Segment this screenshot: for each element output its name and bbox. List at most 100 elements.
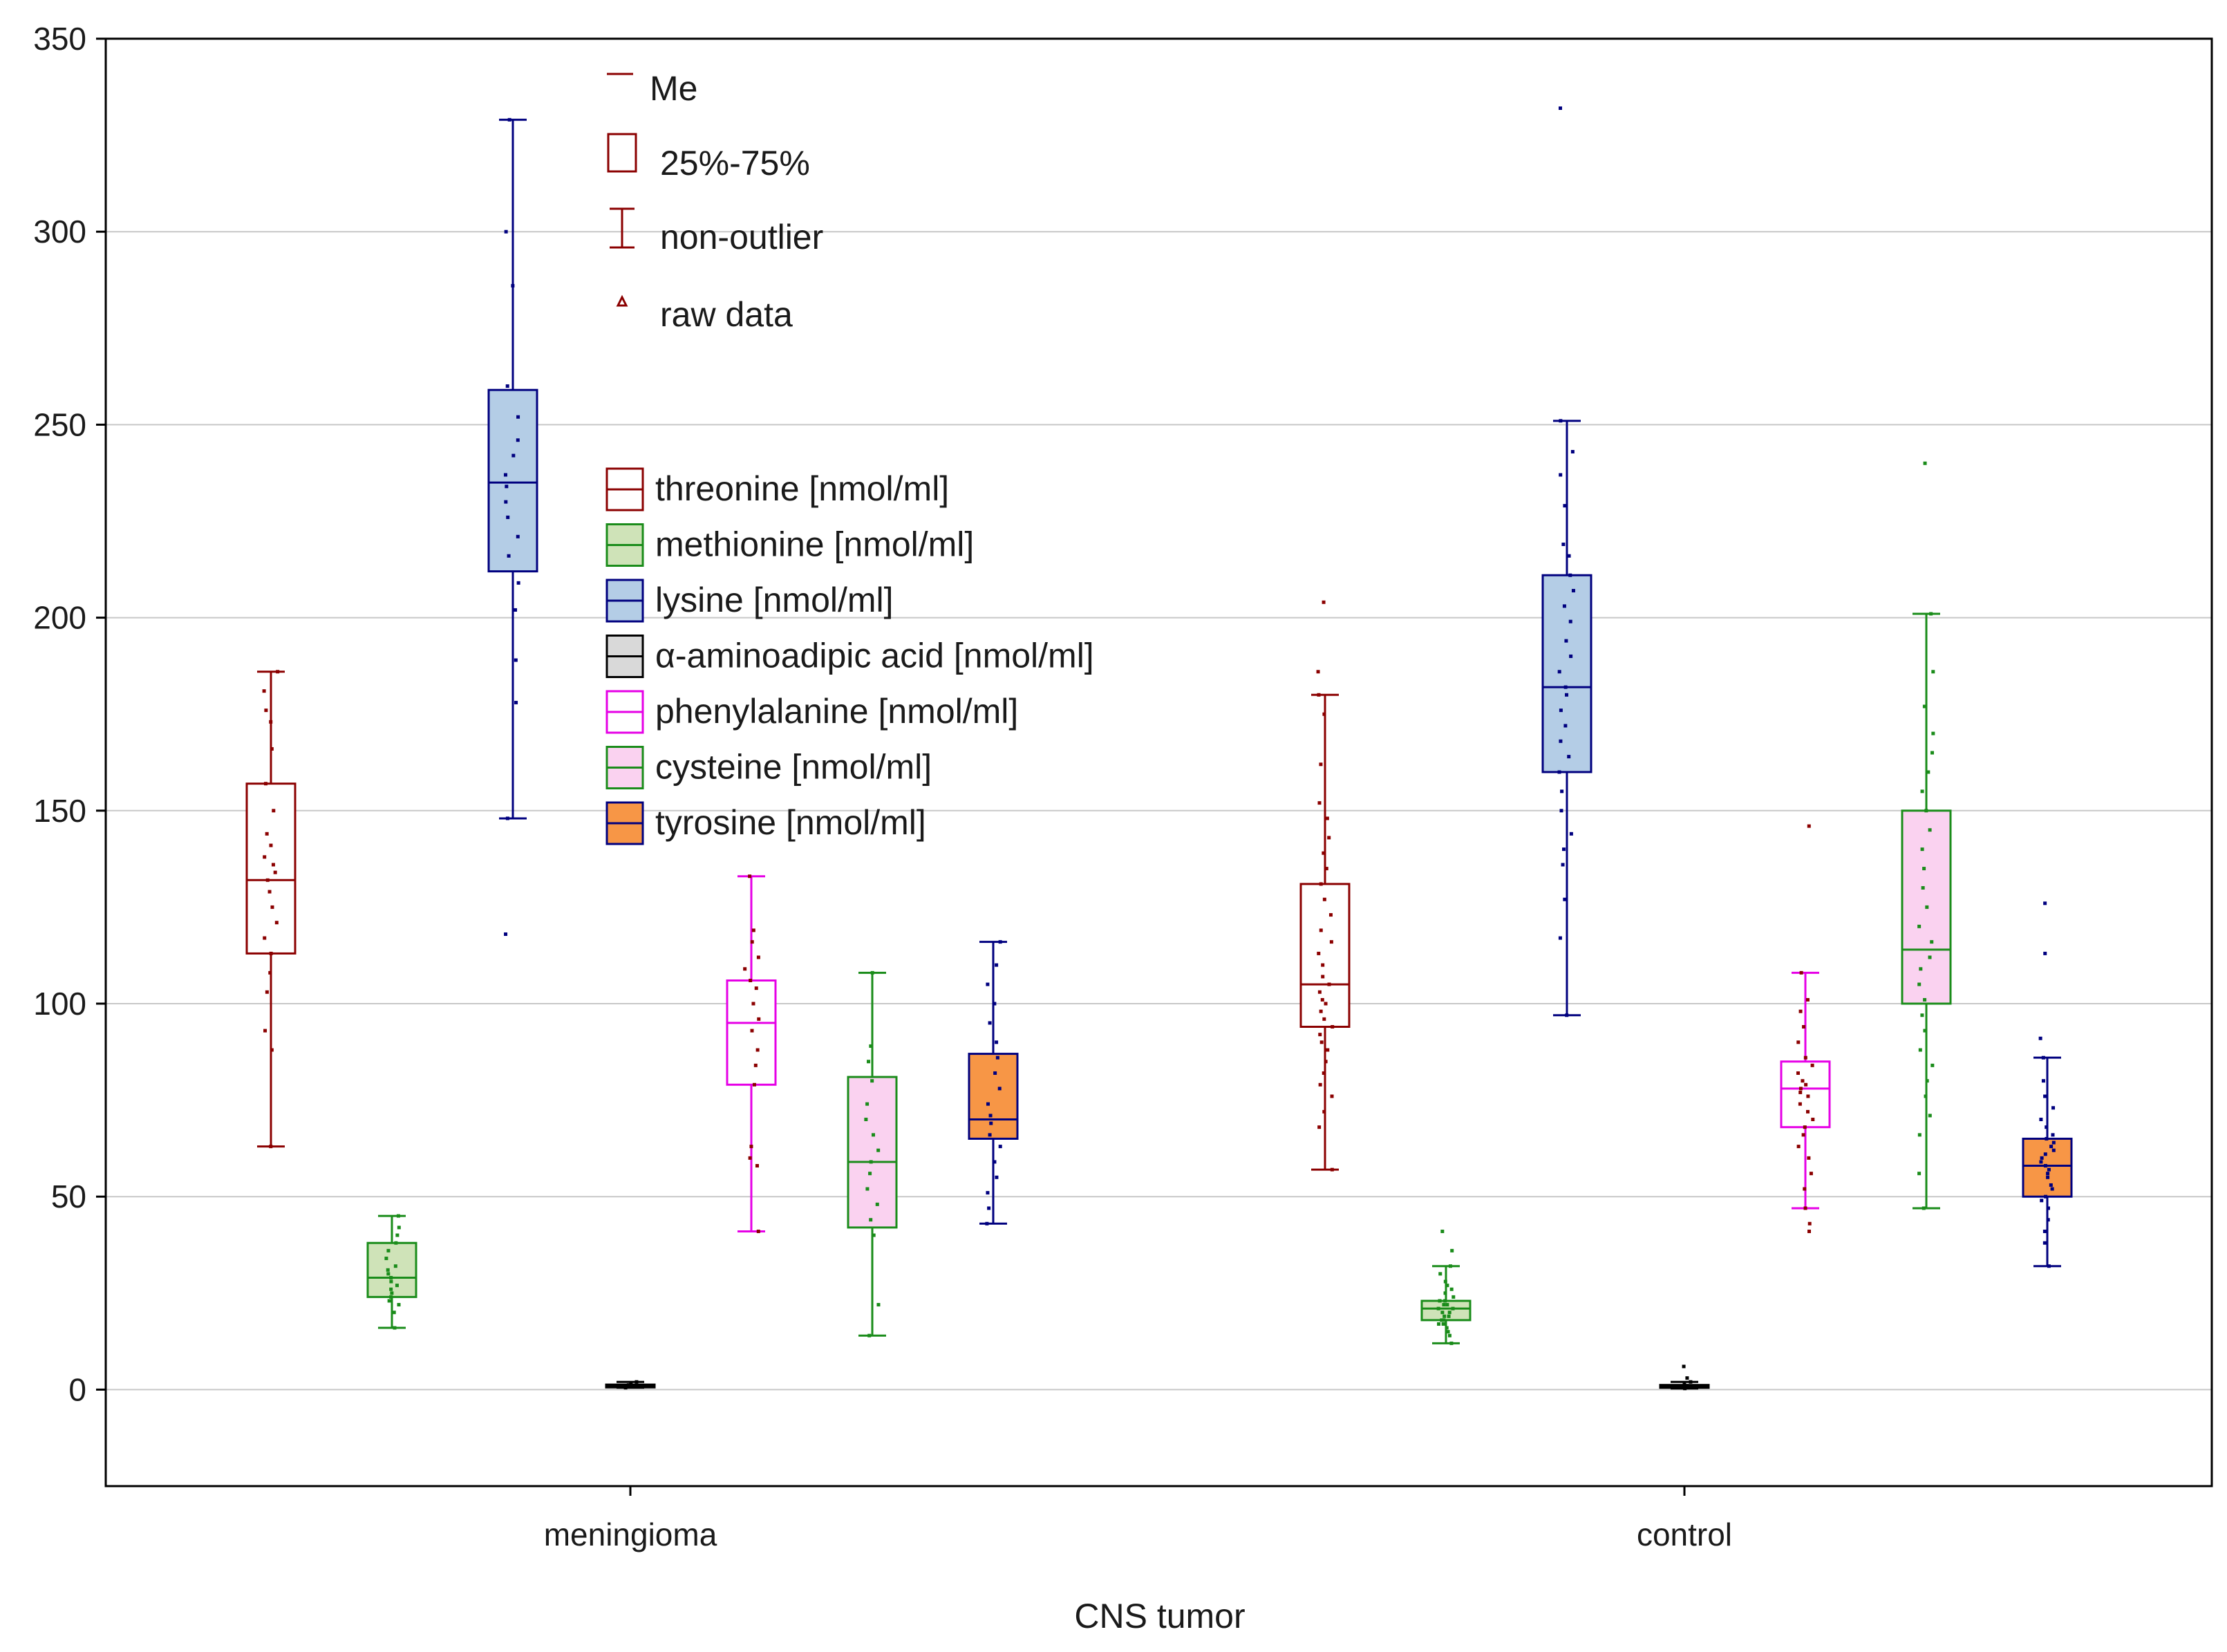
raw-data-point	[1802, 1025, 1806, 1029]
raw-data-point	[2046, 1218, 2050, 1222]
box-tyrosine-control	[2022, 901, 2073, 1268]
legend-item-aminoadipic-acid: α-aminoadipic acid [nmol/ml]	[605, 635, 1094, 678]
raw-data-point	[1803, 1206, 1807, 1210]
raw-data-point	[995, 1040, 999, 1044]
raw-data-point	[1929, 612, 1933, 616]
raw-data-point	[1928, 1114, 1932, 1118]
raw-data-point	[1689, 1380, 1693, 1384]
raw-data-point	[1928, 828, 1932, 832]
raw-data-point	[1807, 1221, 1812, 1226]
y-tick-label: 350	[33, 21, 86, 57]
raw-data-point	[1317, 1125, 1322, 1129]
raw-data-point	[870, 970, 874, 975]
raw-data-point	[1807, 824, 1811, 828]
raw-data-point	[511, 283, 515, 288]
raw-data-point	[1917, 1172, 1921, 1176]
raw-data-point	[1559, 419, 1563, 423]
legend-label-box: 25%-75%	[660, 144, 810, 182]
raw-data-point	[2051, 1106, 2056, 1110]
raw-data-point	[993, 1002, 997, 1006]
raw-data-point	[516, 415, 520, 419]
raw-data-point	[1322, 851, 1326, 855]
raw-data-point	[1448, 1264, 1452, 1268]
raw-data-point	[507, 118, 511, 122]
legend-label: tyrosine [nmol/ml]	[655, 803, 926, 842]
raw-data-point	[271, 863, 275, 867]
raw-data-point	[988, 1021, 992, 1025]
series-lysine	[487, 106, 1592, 1017]
raw-data-point	[750, 940, 754, 944]
raw-data-point	[1682, 1382, 1686, 1387]
raw-data-point	[989, 1121, 993, 1125]
raw-data-point	[269, 720, 273, 724]
raw-data-point	[2046, 1172, 2050, 1176]
raw-data-point	[1559, 473, 1563, 477]
series-legend: threonine [nmol/ml] methionine [nmol/ml] l…	[605, 467, 1094, 845]
raw-data-point	[1563, 897, 1567, 901]
raw-data-point	[1331, 1025, 1335, 1029]
raw-data-point	[1926, 770, 1930, 774]
raw-data-point	[1316, 670, 1320, 674]
raw-data-point	[1798, 1009, 1803, 1013]
raw-data-point	[756, 1229, 760, 1233]
raw-data-point	[995, 1055, 999, 1060]
box-phenylalanine-control	[1780, 824, 1831, 1233]
raw-data-point	[1923, 461, 1927, 465]
raw-data-point	[986, 1102, 990, 1106]
raw-data-point	[2039, 1160, 2043, 1164]
raw-data-point	[630, 1384, 634, 1388]
raw-data-point	[743, 967, 747, 971]
raw-data-point	[1447, 1314, 1451, 1318]
raw-data-point	[1440, 1229, 1445, 1233]
raw-data-point	[993, 1160, 997, 1164]
raw-data-point	[872, 1233, 876, 1237]
raw-data-point	[1805, 1109, 1810, 1114]
raw-data-point	[1917, 924, 1921, 928]
raw-data-point	[505, 816, 509, 820]
raw-data-point	[1682, 1364, 1686, 1369]
raw-data-point	[1565, 693, 1569, 697]
raw-data-point	[2049, 1145, 2054, 1149]
x-tick-label-meningioma: meningioma	[544, 1517, 717, 1552]
raw-data-point	[1324, 867, 1328, 871]
raw-data-point	[1443, 1314, 1447, 1318]
raw-data-point	[2047, 1167, 2051, 1172]
raw-data-point	[2043, 1094, 2047, 1098]
raw-data-point	[869, 1044, 873, 1048]
raw-data-point	[389, 1279, 393, 1284]
raw-data-point	[1564, 639, 1568, 643]
raw-data-point	[1438, 1272, 1443, 1276]
raw-data-point	[511, 453, 516, 458]
raw-data-point	[1438, 1299, 1442, 1303]
raw-data-point	[1322, 600, 1326, 604]
y-tick-label: 100	[33, 986, 86, 1022]
raw-data-point	[1443, 1299, 1447, 1303]
raw-data-point	[1322, 712, 1326, 716]
raw-data-point	[2042, 1241, 2047, 1245]
raw-data-point	[1807, 1229, 1812, 1233]
raw-data-point	[872, 1133, 876, 1137]
raw-data-point	[1441, 1322, 1445, 1326]
raw-data-point	[867, 1333, 872, 1337]
raw-data-point	[1436, 1306, 1440, 1311]
raw-data-point	[505, 485, 509, 489]
box-lysine-meningioma	[487, 118, 538, 936]
raw-data-point	[270, 747, 274, 751]
raw-data-point	[2051, 1133, 2055, 1137]
raw-data-point	[269, 843, 273, 847]
raw-data-point	[1568, 619, 1572, 623]
raw-data-point	[264, 708, 268, 713]
raw-data-point	[1559, 708, 1563, 713]
raw-data-point	[389, 1275, 393, 1279]
legend-label: lysine [nmol/ml]	[655, 581, 894, 619]
raw-data-point	[1920, 1013, 1924, 1017]
raw-data-point	[1931, 731, 1935, 735]
raw-data-point	[263, 936, 267, 940]
raw-data-point	[1563, 724, 1568, 728]
legend-label: α-aminoadipic acid [nmol/ml]	[655, 637, 1094, 675]
raw-data-point	[2039, 1118, 2043, 1122]
raw-data-point	[986, 982, 990, 986]
raw-data-point	[1796, 1040, 1801, 1044]
raw-data-point	[988, 1114, 993, 1118]
raw-data-point	[755, 1048, 760, 1052]
